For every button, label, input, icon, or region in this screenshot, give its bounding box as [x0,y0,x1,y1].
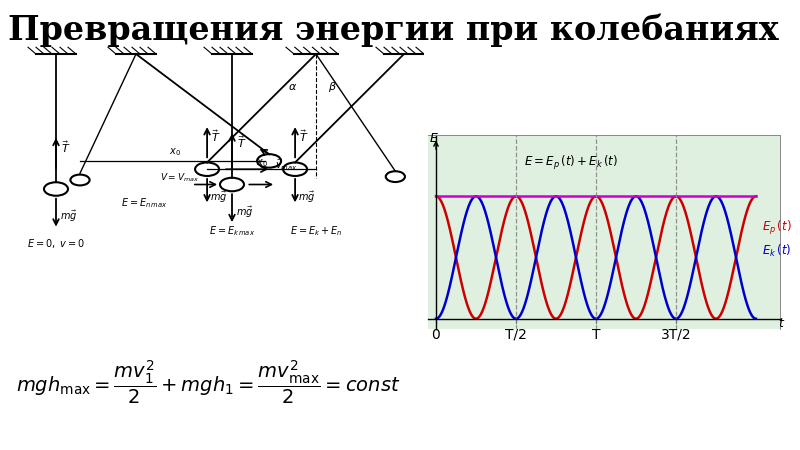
Text: $E = E_k + E_n$: $E = E_k + E_n$ [290,224,342,238]
Text: Превращения энергии при колебаниях: Превращения энергии при колебаниях [8,14,778,47]
Text: $\vec{v}_{max}$: $\vec{v}_{max}$ [275,158,298,173]
Text: $mgh_{\mathrm{max}} = \dfrac{mv_1^2}{2} + mgh_1 = \dfrac{mv_{\mathrm{max}}^2}{2}: $mgh_{\mathrm{max}} = \dfrac{mv_1^2}{2} … [16,359,401,406]
Text: E: E [430,132,438,145]
Text: $\beta$: $\beta$ [328,80,337,94]
Text: $E = E_{n\,max}$: $E = E_{n\,max}$ [121,196,167,210]
Text: $V=V_{max}$: $V=V_{max}$ [160,171,199,184]
Text: $E_p\,(t)$: $E_p\,(t)$ [762,219,792,237]
Text: $x_0$: $x_0$ [255,157,267,168]
Text: $m\vec{g}$: $m\vec{g}$ [298,189,316,205]
Text: $E=0,\ v=0$: $E=0,\ v=0$ [27,238,85,251]
Text: t: t [778,317,783,330]
Text: $\vec{T}$: $\vec{T}$ [237,135,246,150]
Text: $m\vec{g}$: $m\vec{g}$ [210,189,228,205]
Text: $m\vec{g}$: $m\vec{g}$ [60,209,78,225]
Text: $E = E_{k\,max}$: $E = E_{k\,max}$ [209,224,255,238]
Text: $E_k\,(t)$: $E_k\,(t)$ [762,243,792,259]
Text: $\vec{T}$: $\vec{T}$ [211,129,221,144]
Text: $m\vec{g}$: $m\vec{g}$ [236,205,254,220]
Text: $\vec{T}$: $\vec{T}$ [299,129,309,144]
Text: $\vec{T}$: $\vec{T}$ [61,139,70,155]
Text: $\vec{v}_1$: $\vec{v}_1$ [435,179,447,194]
Text: $x_0$: $x_0$ [169,146,181,158]
Text: $E = E_p\,(t) + E_k\,(t)$: $E = E_p\,(t) + E_k\,(t)$ [524,154,618,172]
Text: $\alpha$: $\alpha$ [288,82,297,92]
